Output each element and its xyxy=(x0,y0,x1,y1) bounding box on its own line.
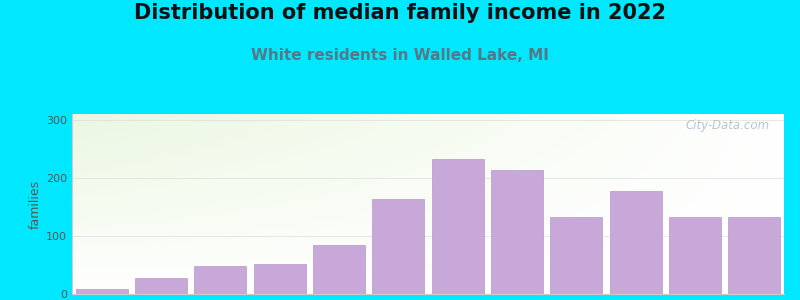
Text: White residents in Walled Lake, MI: White residents in Walled Lake, MI xyxy=(251,48,549,63)
Text: City-Data.com: City-Data.com xyxy=(686,119,770,132)
Bar xyxy=(550,217,602,294)
Bar xyxy=(372,200,425,294)
Y-axis label: families: families xyxy=(29,179,42,229)
Bar xyxy=(431,159,484,294)
Bar xyxy=(254,264,306,294)
Bar xyxy=(491,170,543,294)
Text: Distribution of median family income in 2022: Distribution of median family income in … xyxy=(134,3,666,23)
Bar xyxy=(313,244,365,294)
Bar xyxy=(610,191,662,294)
Bar xyxy=(728,217,781,294)
Bar xyxy=(669,217,721,294)
Bar xyxy=(75,290,128,294)
Bar xyxy=(194,266,246,294)
Bar xyxy=(135,278,187,294)
